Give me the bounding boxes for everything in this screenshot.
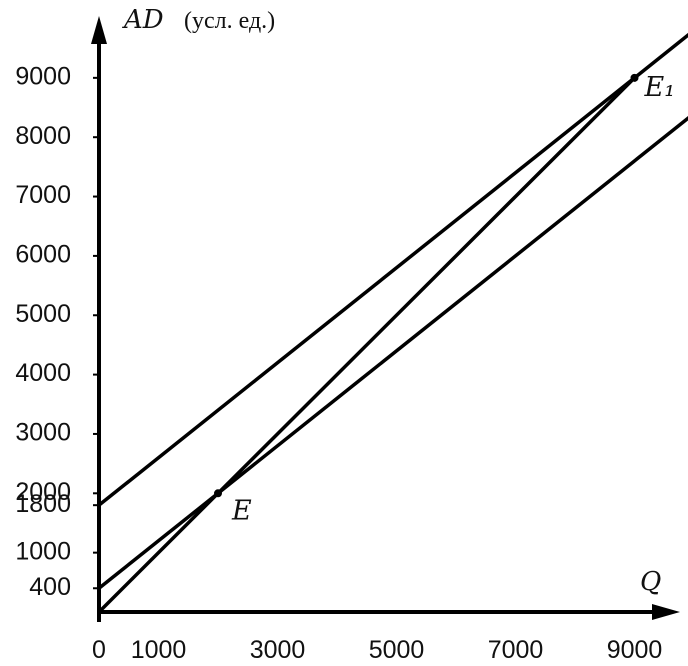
y-tick-label: 8000	[15, 122, 71, 150]
y-axis-unit: (усл. ед.)	[184, 8, 275, 34]
series-bisector-45	[97, 76, 636, 614]
y-axis-arrow-icon	[91, 16, 107, 44]
y-tick-label: 7000	[15, 181, 71, 209]
x-tick-label: 1000	[131, 636, 187, 664]
y-tick-label: 9000	[15, 62, 71, 90]
y-axis-title: AD	[122, 5, 164, 35]
series-ad-upper	[97, 32, 688, 507]
y-tick-label: 1000	[15, 537, 71, 565]
series-layer	[97, 32, 688, 614]
x-tick-labels: 0 1000 3000 5000 7000 9000	[92, 636, 662, 664]
y-tick-label: 1800	[15, 490, 71, 518]
y-tick-label: 400	[29, 573, 71, 601]
y-tick-label: 2000	[15, 478, 71, 506]
point-layer: E E₁	[214, 72, 675, 526]
y-tick-label: 5000	[15, 300, 71, 328]
x-axis-title: Q	[640, 567, 661, 597]
point-label: E	[231, 495, 252, 526]
x-tick-label: 0	[92, 636, 106, 664]
series-ad-lower	[97, 116, 688, 590]
y-tick-label: 6000	[15, 241, 71, 269]
y-tick-label: 4000	[15, 359, 71, 387]
x-tick-label: 9000	[607, 636, 663, 664]
x-tick-label: 7000	[488, 636, 544, 664]
point-label: E₁	[644, 72, 676, 103]
y-tick-label: 3000	[15, 419, 71, 447]
point-marker	[630, 73, 639, 82]
x-tick-label: 3000	[250, 636, 306, 664]
x-axis-arrow-icon	[652, 604, 680, 620]
x-tick-label: 5000	[369, 636, 425, 664]
point-marker	[214, 489, 222, 498]
